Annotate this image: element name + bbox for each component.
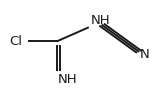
Text: NH: NH xyxy=(57,73,77,86)
Text: NH: NH xyxy=(90,14,110,27)
Text: N: N xyxy=(140,48,150,61)
Text: Cl: Cl xyxy=(9,35,23,48)
